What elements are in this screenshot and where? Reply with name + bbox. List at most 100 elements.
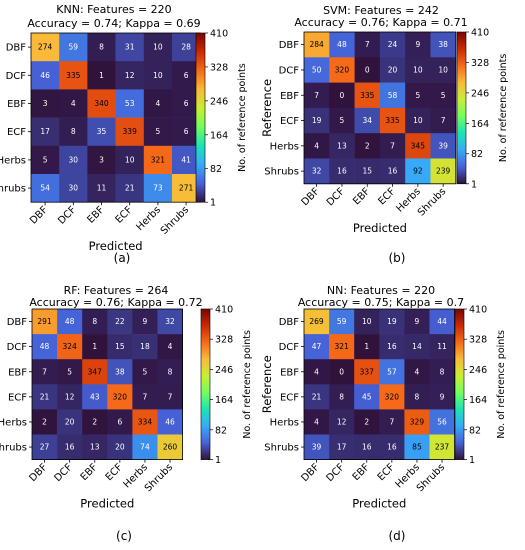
colorbar-label: No. of reference points [242,330,253,439]
cell-value: 7 [314,91,319,100]
matrix-cell [405,158,431,185]
matrix-cell [379,57,406,83]
colorbar-tick-label: 164 [210,130,228,141]
cell-value: 2 [365,141,370,150]
y-tick-label: Shrubs [264,167,299,178]
cell-value: 5 [156,127,161,136]
cell-value: 271 [179,184,194,193]
cell-value: 38 [438,40,448,49]
matrix-cell [379,409,405,435]
colorbar-tick-label: 164 [215,395,233,406]
cell-value: 345 [411,141,426,150]
matrix-cell [31,33,60,62]
matrix-cell [429,359,455,385]
cell-value: 9 [415,40,420,49]
cell-value: 32 [312,167,322,176]
matrix-cell [115,117,145,147]
x-axis-label: Predicted [80,497,134,511]
colorbar-tick-label: 246 [215,365,233,376]
y-tick-label: EBF [280,91,299,102]
cell-value: 347 [88,367,103,376]
matrix-cell [405,32,431,58]
cell-value: 74 [140,443,150,452]
y-tick-label: DBF [6,43,27,54]
cell-value: 44 [437,317,447,326]
x-tick-label: Shrubs [159,205,191,237]
cell-value: 45 [362,392,372,401]
matrix-cell [157,409,183,435]
matrix-cell [379,82,406,109]
matrix-cell [329,158,355,185]
cell-value: 59 [69,43,79,52]
cell-value: 20 [388,65,398,74]
matrix-cell [379,107,406,134]
cell-value: 4 [314,417,319,426]
y-tick-label: Herbs [270,141,299,152]
matrix-cell [32,409,58,435]
cell-value: 14 [412,342,422,351]
matrix-cell [304,82,330,109]
cell-value: 10 [153,43,163,52]
panel-label: (a) [114,251,131,265]
matrix-cell [157,384,183,410]
matrix-cell [304,133,330,159]
cell-value: 321 [334,342,349,351]
x-tick-label: Shrubs [143,462,175,494]
cell-value: 8 [92,317,97,326]
colorbar-tick-label: 328 [471,58,489,69]
cell-value: 48 [40,342,50,351]
cell-value: 34 [362,116,372,125]
matrix-cell [405,107,431,134]
y-tick-label: Shrubs [0,443,27,454]
cell-value: 320 [385,392,400,401]
cell-value: 9 [440,392,445,401]
cell-value: 334 [138,417,153,426]
matrix-cell [107,384,133,410]
colorbar-tick-label: 328 [215,335,233,346]
x-tick-label: EBF [85,204,106,225]
matrix-cell [304,409,330,435]
cell-value: 12 [65,392,75,401]
matrix-cell [404,409,430,435]
cell-value: 13 [337,141,347,150]
matrix-cell [430,57,457,83]
cell-value: 8 [415,392,420,401]
cell-value: 0 [365,65,370,74]
cell-value: 10 [125,155,135,164]
y-tick-label: ECF [280,116,299,127]
colorbar-tick-label: 164 [469,395,487,406]
panel-label: (d) [389,529,406,543]
y-tick-label: DBF [279,317,300,328]
cell-value: 30 [69,184,79,193]
y-tick-label: Herbs [0,155,26,166]
cell-value: 10 [438,65,448,74]
colorbar-tick-label: 246 [471,88,489,99]
y-tick-label: EBF [7,99,26,110]
matrix-cell [32,434,58,460]
colorbar-label: No. of reference points [498,54,509,163]
matrix-frame [303,308,456,461]
cell-value: 16 [65,443,75,452]
cell-value: 291 [37,317,52,326]
cell-value: 50 [312,65,322,74]
cell-value: 21 [40,392,50,401]
cell-value: 4 [314,367,319,376]
matrix-cell [82,409,108,435]
colorbar [456,31,467,185]
colorbar-tick-label: 410 [469,305,487,316]
matrix-cell [379,309,405,335]
matrix-frame [303,31,457,185]
cell-value: 321 [151,155,166,164]
matrix-cell [32,359,58,385]
cell-value: 20 [115,443,125,452]
matrix-cell [82,309,108,335]
matrix-cell [82,359,108,385]
y-tick-label: EBF [8,367,27,378]
matrix-cell [57,359,83,385]
chart-title: RF: Features = 264 [64,284,169,297]
cell-value: 17 [40,127,50,136]
cell-value: 39 [312,443,322,452]
matrix-cell [379,32,406,58]
x-tick-label: DBF [28,462,50,484]
x-tick-label: DBF [300,186,322,208]
